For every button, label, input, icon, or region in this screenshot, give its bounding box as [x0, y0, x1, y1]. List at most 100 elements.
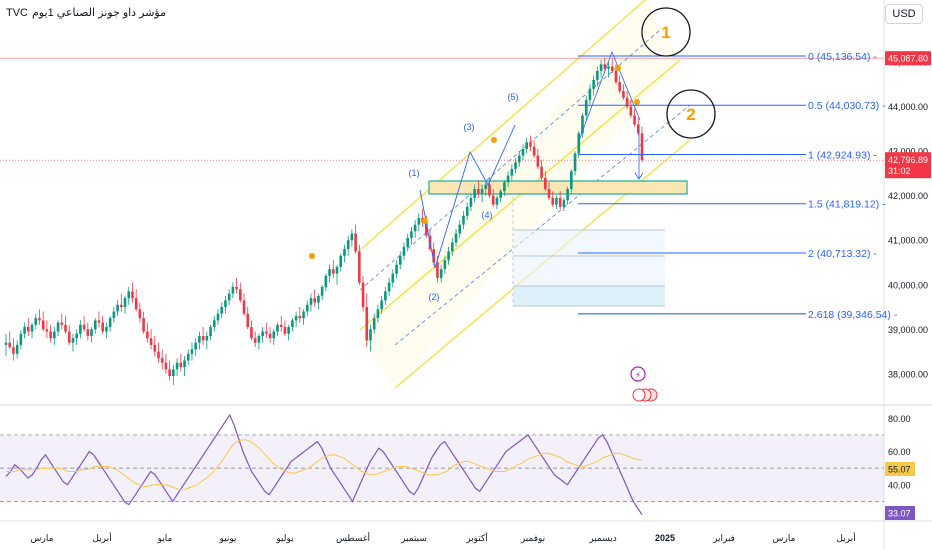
candle — [30, 322, 34, 339]
candle — [179, 353, 183, 372]
candle — [480, 184, 484, 203]
candle-body — [194, 342, 197, 350]
candle — [45, 320, 49, 339]
bar-countdown: 31:02 — [888, 166, 911, 176]
candle — [391, 269, 395, 287]
candle — [547, 182, 551, 201]
candle — [224, 295, 227, 314]
candle — [406, 233, 409, 252]
candle-body — [640, 133, 644, 161]
candle-body — [503, 182, 506, 192]
candle — [640, 126, 644, 163]
candle-body — [458, 224, 462, 234]
candle — [127, 286, 131, 305]
candle — [49, 324, 52, 343]
time-tick-label: نوفمبر — [520, 533, 545, 543]
fib-label: 0.5 (44,030.73) - — [808, 100, 886, 112]
candle-body — [622, 91, 625, 98]
candle — [532, 140, 536, 158]
us-flag-icon — [632, 388, 646, 402]
candle-body — [406, 237, 409, 247]
candle-body — [477, 189, 480, 194]
candle — [4, 333, 8, 357]
candle-body — [614, 70, 618, 83]
candle-body — [491, 195, 495, 205]
candle-body — [350, 233, 354, 241]
rsi-ma-line — [6, 439, 642, 491]
support-zone — [428, 180, 688, 195]
candle — [298, 307, 302, 323]
candle — [503, 180, 506, 196]
time-tick-label: مارس — [773, 533, 796, 543]
candle — [354, 224, 357, 254]
candle-body — [596, 70, 599, 80]
candle-body — [250, 327, 253, 339]
candle-body — [443, 260, 447, 270]
candle — [622, 84, 625, 100]
candle — [146, 322, 149, 343]
candle-body — [71, 338, 75, 343]
wave-label: (5) — [508, 92, 519, 102]
candle-body — [365, 307, 369, 341]
candle — [123, 295, 127, 314]
candle — [317, 293, 320, 310]
candle-body — [131, 291, 134, 299]
candle-body — [23, 327, 26, 334]
candle-body — [93, 320, 97, 330]
time-tick-label: أكتوبر — [465, 532, 488, 543]
candle-body — [529, 142, 532, 147]
candle — [12, 338, 15, 361]
candle-body — [220, 307, 224, 314]
event-marker — [491, 137, 497, 143]
candle-body — [4, 342, 8, 345]
currency-button[interactable]: USD — [885, 4, 923, 24]
candle — [283, 320, 287, 336]
wave-label: (4) — [482, 210, 493, 220]
event-marker — [615, 65, 621, 71]
candle — [540, 160, 543, 181]
candle — [101, 315, 105, 334]
candle-body — [592, 79, 595, 89]
annotation-number: 2 — [686, 105, 695, 124]
time-tick-label: فبراير — [712, 533, 735, 543]
candle — [350, 229, 354, 247]
candle — [194, 338, 197, 357]
candle — [23, 322, 26, 339]
candle — [607, 62, 610, 78]
candle — [577, 131, 581, 158]
candle — [491, 189, 495, 207]
candle — [447, 246, 450, 265]
rsi-value-label: 33.07 — [888, 509, 911, 519]
candle — [79, 320, 82, 339]
candle — [551, 191, 555, 207]
candle — [209, 324, 212, 341]
candle — [387, 278, 391, 296]
candle-body — [27, 327, 30, 332]
projection-box-inner — [513, 286, 665, 306]
candle-body — [603, 64, 607, 69]
candle — [153, 335, 157, 357]
candle-body — [294, 315, 298, 321]
candle-body — [320, 286, 324, 296]
candle — [584, 95, 588, 120]
chart-title: مؤشر داو جونز الصناعي 1يوم — [32, 7, 167, 19]
candle-body — [53, 331, 56, 339]
rsi-pane: 80.00 60.00 40.00 55.07 33.07 — [0, 404, 932, 520]
candle-body — [313, 298, 317, 303]
candle — [469, 193, 473, 212]
candle — [239, 282, 242, 303]
candle-body — [543, 177, 547, 190]
candle — [201, 327, 205, 345]
y-tick-label: 39,000.00 — [888, 325, 928, 335]
candle — [402, 242, 406, 261]
candle — [305, 300, 309, 316]
candle-body — [108, 318, 112, 328]
candle — [451, 237, 454, 256]
y-tick-label: 40,000.00 — [888, 280, 928, 290]
fib-label: 2 (40,713.32) - — [808, 248, 877, 260]
candle — [53, 327, 56, 345]
candle — [588, 84, 592, 105]
candle-body — [317, 295, 320, 303]
candle-body — [335, 266, 339, 274]
